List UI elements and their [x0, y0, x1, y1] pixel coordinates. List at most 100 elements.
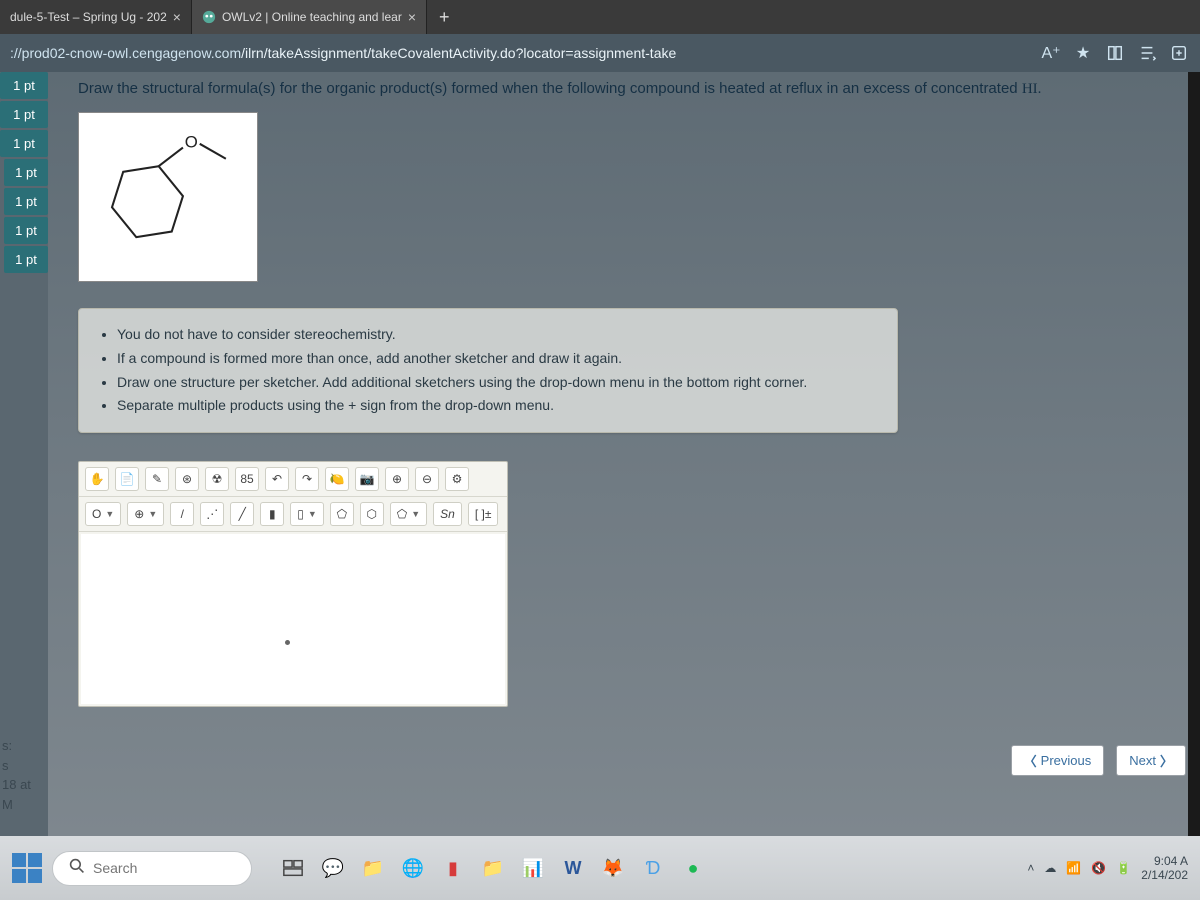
- point-badge[interactable]: 1 pt: [4, 217, 48, 244]
- task-view-icon[interactable]: [280, 855, 306, 881]
- camera-icon[interactable]: 📷: [355, 467, 379, 491]
- disney-icon[interactable]: Ɗ: [640, 855, 666, 881]
- start-button[interactable]: [12, 853, 42, 883]
- windows-taskbar: 💬 📁 🌐 ▮ 📁 📊 W 🦊 Ɗ ● ˄ ☁ 📶 🔇 🔋 9:04 A 2/1…: [0, 836, 1200, 900]
- pinned-app-icon[interactable]: 📊: [520, 855, 546, 881]
- new-tab-button[interactable]: +: [427, 7, 462, 28]
- search-input[interactable]: [93, 860, 274, 876]
- meta-line: M: [2, 795, 31, 815]
- chevron-left-icon: 〈: [1024, 751, 1037, 770]
- explorer-icon[interactable]: 📁: [360, 855, 386, 881]
- taskbar-apps: 💬 📁 🌐 ▮ 📁 📊 W 🦊 Ɗ ●: [280, 855, 706, 881]
- stereo-tool[interactable]: Sn: [433, 502, 462, 526]
- point-badge[interactable]: 1 pt: [0, 101, 48, 128]
- new-doc-icon[interactable]: 📄: [115, 467, 139, 491]
- brackets-tool[interactable]: [ ]±: [468, 502, 499, 526]
- clean-structure-icon[interactable]: 🍋: [325, 467, 349, 491]
- chevron-up-icon[interactable]: ˄: [1027, 861, 1034, 875]
- zoom-in-icon[interactable]: ⊕: [385, 467, 409, 491]
- preset-85-icon[interactable]: 85: [235, 467, 259, 491]
- battery-icon[interactable]: 🔋: [1116, 861, 1131, 875]
- app-install-icon[interactable]: [1168, 42, 1190, 64]
- owl-favicon-icon: [202, 10, 216, 24]
- sketcher-canvas[interactable]: [81, 534, 505, 704]
- next-button[interactable]: Next 〉: [1116, 745, 1186, 776]
- meta-line: s:: [2, 736, 31, 756]
- edge-icon[interactable]: 🌐: [400, 855, 426, 881]
- browser-tab-1[interactable]: OWLv2 | Online teaching and lear ×: [192, 0, 427, 34]
- close-icon[interactable]: ×: [408, 9, 416, 25]
- hint-item: If a compound is formed more than once, …: [117, 347, 879, 371]
- url-host: ://prod02-cnow-owl.cengagenow.com: [10, 45, 241, 61]
- single-bond-icon[interactable]: /: [170, 502, 194, 526]
- left-meta-text: s: s 18 at M: [2, 736, 31, 814]
- search-icon: [69, 858, 85, 879]
- sketcher-toolbar-1: ✋ 📄 ✎ ⊛ ☢ 85 ↶ ↷ 🍋 📷 ⊕ ⊖ ⚙: [79, 462, 507, 497]
- hash-bond-icon[interactable]: ▮: [260, 502, 284, 526]
- undo-icon[interactable]: ↶: [265, 467, 289, 491]
- redo-icon[interactable]: ↷: [295, 467, 319, 491]
- app-icon[interactable]: 💬: [320, 855, 346, 881]
- volume-icon[interactable]: 🔇: [1091, 861, 1106, 875]
- radical-tool-icon[interactable]: ☢: [205, 467, 229, 491]
- sketcher-toolbar-2: O▼ ⊕▼ / ⋰ ╱ ▮ ▯▼ ⬠ ⬡ ⬠▼ Sn [ ]±: [79, 497, 507, 532]
- sketcher-canvas-wrap: ?: [79, 534, 507, 704]
- cyclohexane-icon[interactable]: ⬡: [360, 502, 384, 526]
- wedge-bond-icon[interactable]: ╱: [230, 502, 254, 526]
- svg-text:O: O: [185, 133, 198, 152]
- atom-label: O: [92, 507, 101, 521]
- cyclopentane-icon[interactable]: ⬠: [330, 502, 354, 526]
- browser-tab-0[interactable]: dule-5-Test – Spring Ug - 202 ×: [0, 0, 192, 34]
- benzene-ether-icon: O: [93, 127, 243, 267]
- address-bar: ://prod02-cnow-owl.cengagenow.com/ilrn/t…: [0, 34, 1200, 72]
- read-aloud-icon[interactable]: A⁺: [1040, 42, 1062, 64]
- bond-dropdown[interactable]: ▯▼: [290, 502, 324, 526]
- content-area: Draw the structural formula(s) for the o…: [48, 72, 1200, 836]
- cloud-icon[interactable]: ☁: [1044, 861, 1056, 875]
- reagent-symbol: HI.: [1022, 81, 1042, 97]
- chemical-sketcher: ✋ 📄 ✎ ⊛ ☢ 85 ↶ ↷ 🍋 📷 ⊕ ⊖ ⚙ O▼ ⊕▼ / ⋰ ╱: [78, 461, 508, 707]
- question-prompt: Draw the structural formula(s) for the o…: [78, 80, 1188, 98]
- ring-dropdown[interactable]: ⬠▼: [390, 502, 427, 526]
- dotted-bond-icon[interactable]: ⋰: [200, 502, 224, 526]
- point-badge[interactable]: 1 pt: [4, 159, 48, 186]
- atom-dropdown[interactable]: O▼: [85, 502, 121, 526]
- zoom-out-icon[interactable]: ⊖: [415, 467, 439, 491]
- time-text: 9:04 A: [1141, 854, 1188, 868]
- spotify-icon[interactable]: ●: [680, 855, 706, 881]
- firefox-icon[interactable]: 🦊: [600, 855, 626, 881]
- url-display[interactable]: ://prod02-cnow-owl.cengagenow.com/ilrn/t…: [10, 45, 1030, 61]
- close-icon[interactable]: ×: [173, 9, 181, 25]
- wifi-icon[interactable]: 📶: [1066, 861, 1081, 875]
- clock[interactable]: 9:04 A 2/14/202: [1141, 854, 1188, 883]
- pinned-app-icon[interactable]: 📁: [480, 855, 506, 881]
- point-badge[interactable]: 1 pt: [0, 130, 48, 157]
- stereo-label: Sn: [440, 507, 455, 521]
- word-icon[interactable]: W: [560, 855, 586, 881]
- favorite-icon[interactable]: ★: [1072, 42, 1094, 64]
- hint-item: Separate multiple products using the + s…: [117, 394, 879, 418]
- hint-item: Draw one structure per sketcher. Add add…: [117, 371, 879, 395]
- taskbar-search[interactable]: [52, 851, 252, 886]
- page-body: 1 pt 1 pt 1 pt 1 pt 1 pt 1 pt 1 pt Draw …: [0, 72, 1200, 836]
- prompt-text: Draw the structural formula(s) for the o…: [78, 80, 1022, 97]
- pencil-icon[interactable]: ✎: [145, 467, 169, 491]
- pinned-app-icon[interactable]: ▮: [440, 855, 466, 881]
- prev-label: Previous: [1041, 753, 1092, 768]
- point-badge[interactable]: 1 pt: [0, 72, 48, 99]
- tab-title: OWLv2 | Online teaching and lear: [222, 10, 402, 24]
- point-badge[interactable]: 1 pt: [4, 246, 48, 273]
- reading-list-icon[interactable]: [1136, 42, 1158, 64]
- previous-button[interactable]: 〈 Previous: [1011, 745, 1105, 776]
- point-badge[interactable]: 1 pt: [4, 188, 48, 215]
- cursor-dot-icon: [285, 640, 290, 645]
- hand-tool-icon[interactable]: ✋: [85, 467, 109, 491]
- ring-label: ⬠: [397, 507, 407, 521]
- next-label: Next: [1129, 753, 1156, 768]
- instruction-panel: You do not have to consider stereochemis…: [78, 308, 898, 433]
- collections-icon[interactable]: [1104, 42, 1126, 64]
- settings-icon[interactable]: ⚙: [445, 467, 469, 491]
- chevron-right-icon: 〉: [1160, 751, 1173, 770]
- charge-dropdown[interactable]: ⊕▼: [127, 502, 164, 526]
- atom-tool-icon[interactable]: ⊛: [175, 467, 199, 491]
